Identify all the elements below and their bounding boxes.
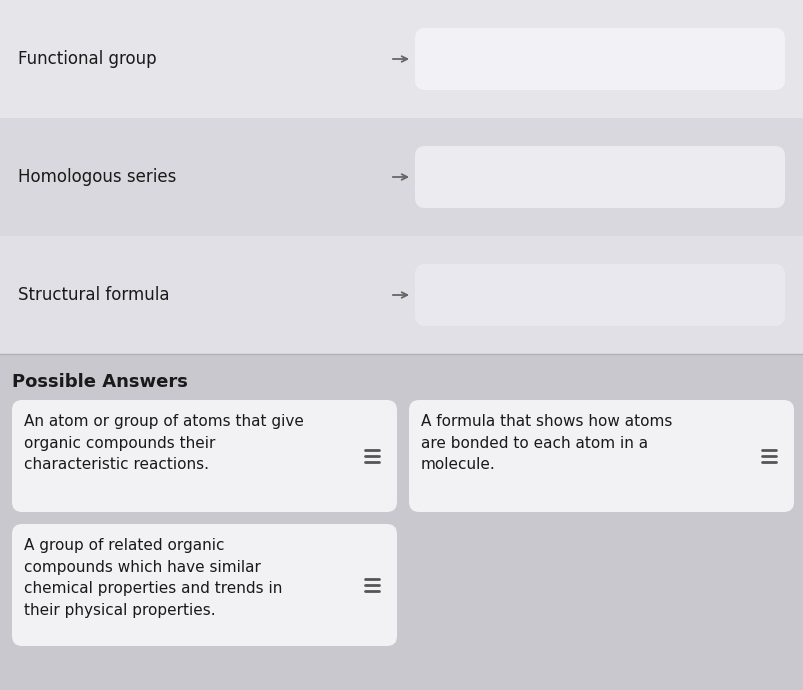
FancyBboxPatch shape — [409, 400, 793, 512]
Text: Functional group: Functional group — [18, 50, 157, 68]
Bar — [0, 236, 803, 354]
FancyBboxPatch shape — [414, 146, 784, 208]
Bar — [0, 118, 803, 236]
FancyBboxPatch shape — [414, 28, 784, 90]
Text: A group of related organic
compounds which have similar
chemical properties and : A group of related organic compounds whi… — [24, 538, 282, 618]
FancyBboxPatch shape — [414, 264, 784, 326]
Text: An atom or group of atoms that give
organic compounds their
characteristic react: An atom or group of atoms that give orga… — [24, 414, 304, 472]
Text: Possible Answers: Possible Answers — [12, 373, 188, 391]
Text: Homologous series: Homologous series — [18, 168, 176, 186]
Bar — [0, 0, 803, 118]
Text: Structural formula: Structural formula — [18, 286, 169, 304]
FancyBboxPatch shape — [12, 524, 397, 646]
FancyBboxPatch shape — [12, 400, 397, 512]
Text: A formula that shows how atoms
are bonded to each atom in a
molecule.: A formula that shows how atoms are bonde… — [421, 414, 671, 472]
Bar — [0, 354, 803, 690]
